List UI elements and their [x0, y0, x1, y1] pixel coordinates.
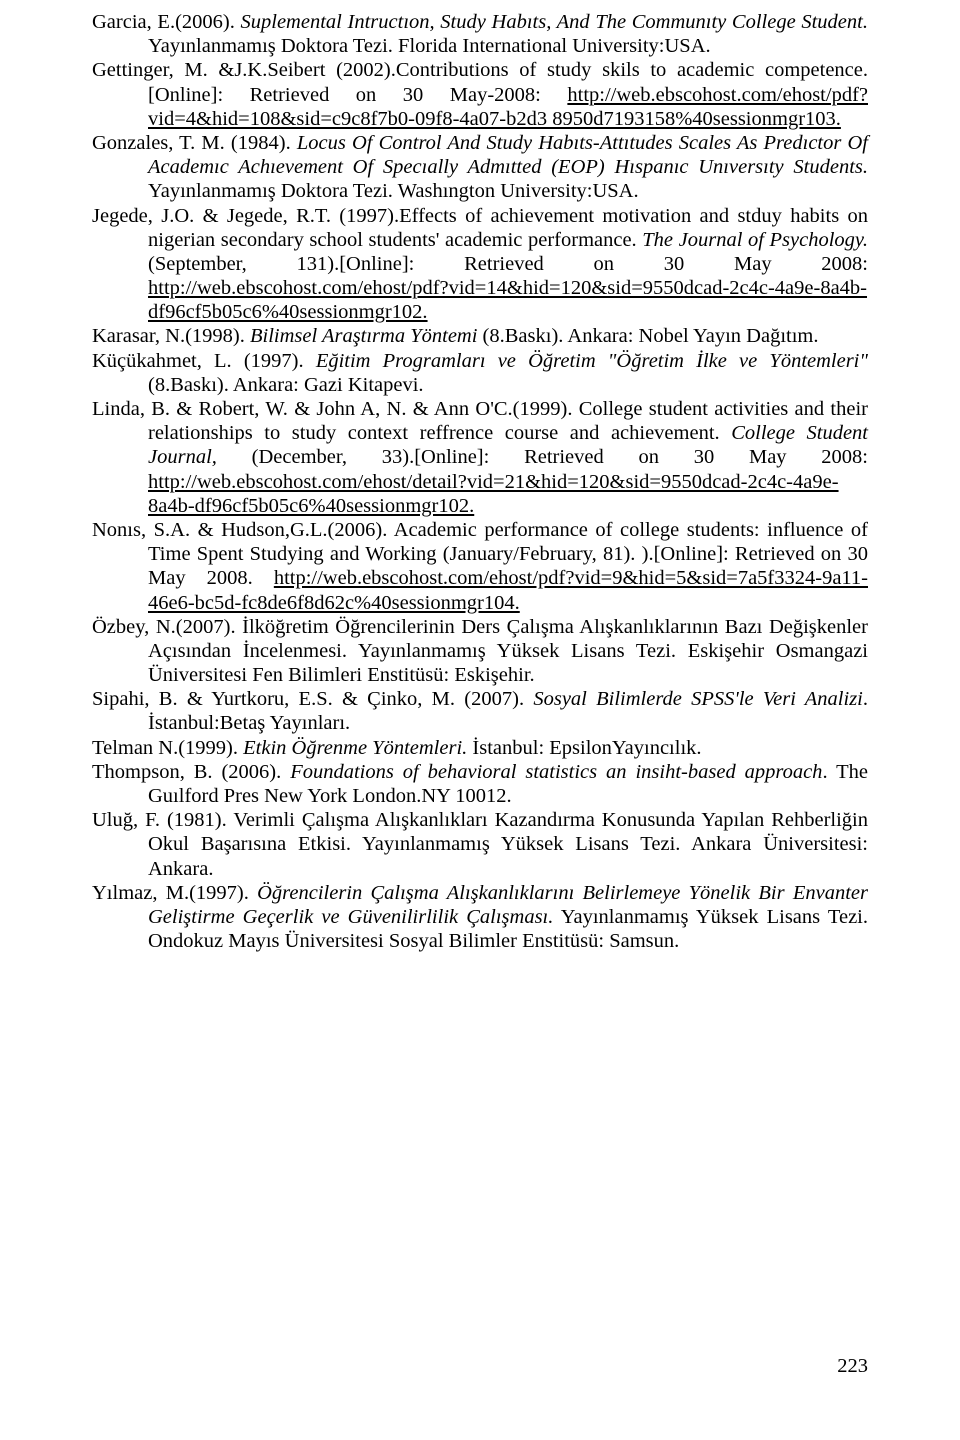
reference-entry: Gonzales, T. M. (1984). Locus Of Control…	[92, 131, 868, 204]
reference-entry: Nonıs, S.A. & Hudson,G.L.(2006). Academi…	[92, 518, 868, 615]
reference-entry: Gettinger, M. &J.K.Seibert (2002).Contri…	[92, 58, 868, 131]
reference-entry: Garcia, E.(2006). Suplemental Intructıon…	[92, 10, 868, 58]
page-content: Garcia, E.(2006). Suplemental Intructıon…	[0, 0, 960, 1440]
reference-entry: Yılmaz, M.(1997). Öğrencilerin Çalışma A…	[92, 881, 868, 954]
reference-entry: Uluğ, F. (1981). Verimli Çalışma Alışkan…	[92, 808, 868, 881]
reference-entry: Thompson, B. (2006). Foundations of beha…	[92, 760, 868, 808]
reference-entry: Jegede, J.O. & Jegede, R.T. (1997).Effec…	[92, 204, 868, 325]
page-number: 223	[837, 1355, 868, 1378]
reference-list: Garcia, E.(2006). Suplemental Intructıon…	[92, 10, 868, 953]
reference-entry: Karasar, N.(1998). Bilimsel Araştırma Yö…	[92, 324, 868, 348]
reference-entry: Sipahi, B. & Yurtkoru, E.S. & Çinko, M. …	[92, 687, 868, 735]
reference-entry: Özbey, N.(2007). İlköğretim Öğrencilerin…	[92, 615, 868, 688]
reference-entry: Küçükahmet, L. (1997). Eğitim Programlar…	[92, 349, 868, 397]
reference-entry: Telman N.(1999). Etkin Öğrenme Yöntemler…	[92, 736, 868, 760]
reference-entry: Linda, B. & Robert, W. & John A, N. & An…	[92, 397, 868, 518]
